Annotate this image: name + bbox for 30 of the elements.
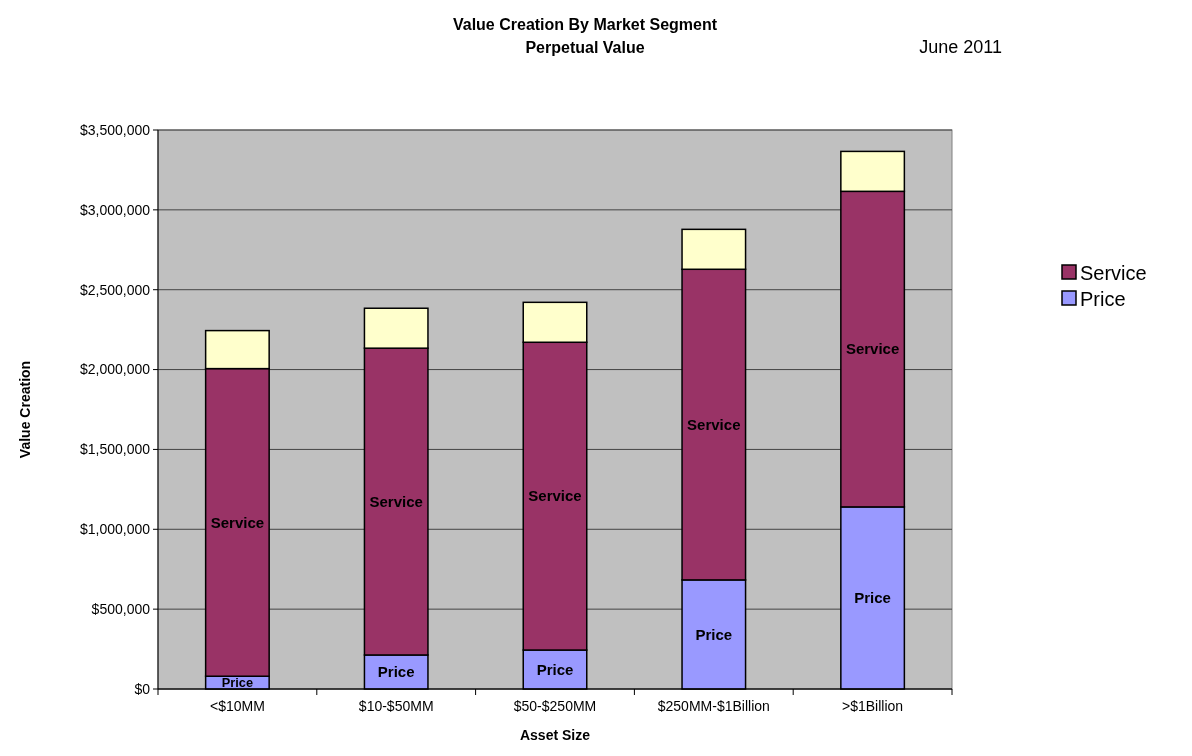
y-tick-label: $1,000,000 bbox=[79, 521, 151, 538]
y-tick-label: $2,500,000 bbox=[79, 281, 151, 298]
x-tick-label: >$1Billion bbox=[842, 698, 904, 714]
y-tick-label: $2,000,000 bbox=[79, 361, 151, 378]
text: Service bbox=[845, 340, 900, 358]
text: Price bbox=[536, 660, 574, 678]
legend-label: Service bbox=[1080, 262, 1147, 284]
y-tick-label: $500,000 bbox=[91, 601, 151, 618]
legend-label: Price bbox=[1080, 288, 1126, 310]
y-tick-label: $1,500,000 bbox=[79, 441, 151, 458]
y-tick-label: $3,000,000 bbox=[79, 201, 151, 218]
x-tick-label: <$10MM bbox=[209, 698, 265, 714]
x-tick-label: $10-$50MM bbox=[358, 698, 434, 714]
y-axis-title: Value Creation bbox=[17, 360, 33, 459]
chart-title: Value Creation By Market Segment bbox=[452, 16, 718, 33]
text: June 2011 bbox=[919, 37, 1002, 57]
x-tick-label: $50-$250MM bbox=[513, 698, 597, 714]
text: Service bbox=[210, 513, 265, 531]
x-axis-title: Asset Size bbox=[519, 727, 591, 743]
text: Service bbox=[687, 415, 741, 433]
x-tick-label: $250MM-$1Billion bbox=[657, 698, 770, 714]
y-tick-label: $3,500,000 bbox=[79, 121, 151, 138]
chart-subtitle: Perpetual Value bbox=[525, 39, 645, 56]
text: Service bbox=[528, 487, 582, 505]
text: Service bbox=[369, 492, 423, 510]
text: Price bbox=[221, 675, 254, 691]
text: Price bbox=[695, 625, 733, 643]
text: Price bbox=[377, 663, 415, 681]
y-tick-label: $0 bbox=[134, 680, 151, 697]
text: Price bbox=[854, 589, 891, 607]
